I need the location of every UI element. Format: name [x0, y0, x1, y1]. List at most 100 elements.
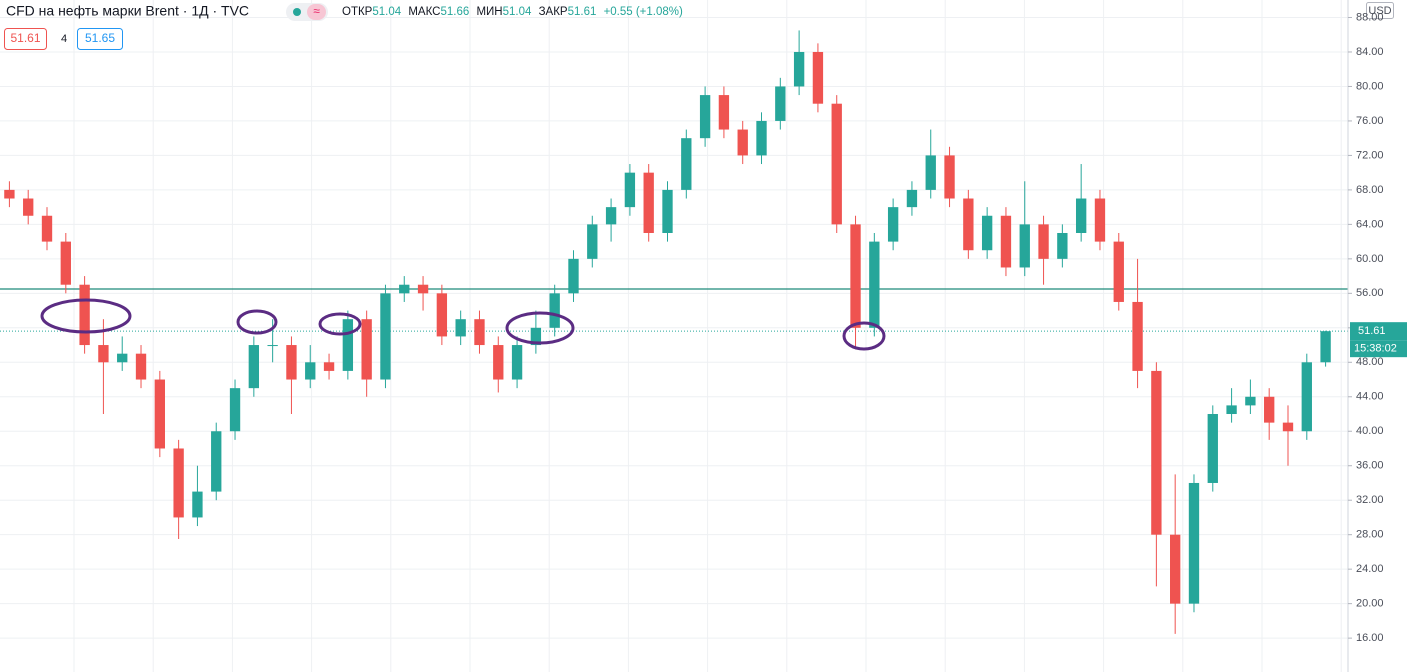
y-tick-label: 40.00 — [1356, 425, 1384, 437]
candle-body — [1113, 241, 1124, 302]
candle-body — [173, 448, 184, 518]
annotation-ellipse — [842, 321, 886, 351]
y-tick-label: 36.00 — [1356, 460, 1384, 472]
candle-body — [211, 431, 222, 492]
y-tick-label: 80.00 — [1356, 80, 1384, 92]
candle-body — [1282, 422, 1294, 432]
y-tick-label: 24.00 — [1356, 563, 1384, 575]
bid-box[interactable] — [4, 28, 47, 50]
ohlc-label: МИН — [476, 6, 502, 18]
candle-body — [793, 51, 805, 87]
candle-body — [1075, 198, 1087, 233]
ask: 51.65 — [85, 31, 115, 45]
y-tick-label: 16.00 — [1356, 632, 1384, 644]
candle-body — [981, 215, 993, 251]
last-price: 51.61 — [1358, 325, 1386, 337]
candle-body — [154, 379, 165, 449]
currency: USD — [1368, 5, 1391, 17]
candle-body — [286, 345, 297, 380]
candle-body — [192, 491, 203, 518]
candle-body — [417, 284, 429, 294]
candle-body — [756, 120, 767, 156]
y-tick-label: 44.00 — [1356, 391, 1384, 403]
candle-body — [4, 189, 15, 199]
countdown-box — [1350, 340, 1407, 358]
y-tick-label: 72.00 — [1356, 149, 1384, 161]
y-tick-label: 60.00 — [1356, 253, 1384, 265]
candle-body — [530, 327, 542, 346]
candle-body — [1301, 362, 1312, 432]
candle-body — [98, 345, 109, 363]
y-tick-label: 56.00 — [1356, 287, 1384, 299]
currency-box[interactable] — [1366, 2, 1394, 19]
change: +0.55 (+1.08%) — [604, 6, 683, 18]
ohlc-label: ЗАКР — [539, 6, 568, 18]
candle-body — [1188, 482, 1200, 604]
candle-body — [1057, 232, 1068, 259]
y-tick-label: 68.00 — [1356, 184, 1384, 196]
candle-body — [587, 224, 598, 259]
ask-box[interactable] — [77, 28, 123, 50]
candle-body — [342, 319, 354, 371]
candle-body — [775, 86, 786, 121]
candle-body — [79, 284, 90, 346]
candle-body — [906, 189, 918, 208]
candle-body — [1019, 224, 1030, 268]
y-tick-label: 84.00 — [1356, 46, 1384, 58]
ohlc-value: 51.66 — [440, 6, 469, 18]
candle-body — [831, 103, 842, 225]
candle-body — [267, 345, 278, 347]
annotation-ellipse — [236, 309, 278, 335]
candle-body — [455, 319, 466, 337]
candle-body — [624, 172, 636, 208]
candle-body — [1094, 198, 1106, 242]
countdown: 15:38:02 — [1354, 343, 1397, 355]
bid: 51.61 — [10, 31, 40, 45]
candle-body — [812, 51, 824, 104]
candle-body — [380, 293, 391, 380]
candle-body — [681, 138, 692, 190]
y-tick-label: 28.00 — [1356, 529, 1384, 541]
candle-body — [963, 198, 974, 251]
candle-body — [493, 345, 504, 380]
ohlc: ОТКР51.04 МАКС51.66 МИН51.04 ЗАКР51.61 +… — [342, 6, 683, 18]
candle-body — [399, 284, 410, 294]
y-tick-label: 20.00 — [1356, 598, 1384, 610]
candle-body — [1320, 331, 1331, 363]
y-tick-label: 64.00 — [1356, 218, 1384, 230]
candle-body — [737, 129, 748, 156]
ohlc-label: МАКС — [408, 6, 440, 18]
candle-body — [1226, 405, 1237, 415]
chart-title: CFD на нефть марки Brent · 1Д · TVC — [6, 3, 249, 19]
y-tick-label: 88.00 — [1356, 11, 1384, 23]
candle-body — [850, 224, 861, 328]
candle-body — [1038, 224, 1049, 259]
candle-body — [869, 241, 880, 328]
candle-body — [1207, 414, 1218, 483]
candle-body — [361, 319, 372, 380]
candle-body — [1151, 370, 1162, 535]
last-price-box — [1350, 322, 1407, 341]
candle-body — [23, 198, 34, 216]
candle-body — [549, 293, 560, 328]
candle-body — [248, 345, 260, 389]
candle-body — [436, 293, 448, 337]
ohlc-value: 51.04 — [503, 6, 532, 18]
candle-body — [1264, 396, 1275, 423]
y-tick-label: 48.00 — [1356, 356, 1384, 368]
candle-body — [718, 95, 730, 130]
status-dot — [293, 8, 301, 16]
annotation-ellipse — [40, 298, 132, 334]
spread: 4 — [61, 33, 67, 45]
annotation-ellipse — [318, 312, 362, 336]
candle-body — [568, 258, 579, 294]
candle-body — [1170, 534, 1181, 604]
ohlc-label: ОТКР — [342, 6, 373, 18]
candle-body — [699, 95, 711, 139]
candle-body — [60, 241, 71, 285]
annotation-ellipse — [505, 311, 575, 345]
candle-body — [511, 345, 523, 380]
candle-body — [1132, 301, 1143, 371]
